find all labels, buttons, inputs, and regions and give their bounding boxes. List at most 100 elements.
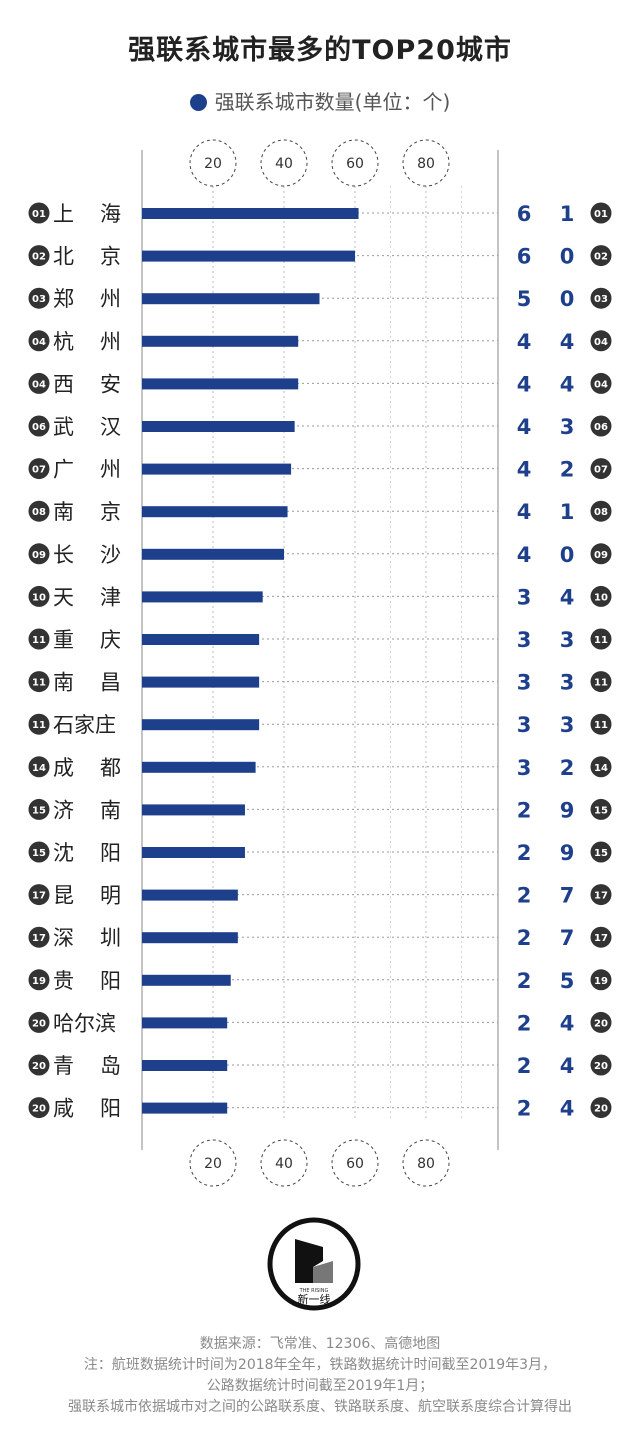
bar-长沙	[142, 548, 284, 560]
note-line-3: 强联系城市依据城市对之间的公路联系度、铁路联系度、航空联系度综合计算得出	[68, 1399, 572, 1415]
tick-label: 20	[204, 156, 222, 172]
value-digit-tens: 4	[517, 458, 532, 482]
city-label: 天津	[53, 585, 121, 609]
rank-badge-left	[28, 841, 50, 863]
rank-label-left: 06	[32, 422, 46, 433]
rank-label-left: 03	[32, 294, 46, 305]
rank-badge-left	[28, 585, 50, 607]
rank-badge-right	[590, 628, 612, 650]
rank-badge-left	[28, 330, 50, 352]
rank-label-right: 04	[594, 379, 608, 390]
rank-badge-left	[28, 245, 50, 267]
rank-badge-right	[590, 245, 612, 267]
rank-badge-left	[28, 1011, 50, 1033]
legend-label: 强联系城市数量(单位：个)	[214, 90, 451, 114]
bar-南京	[142, 506, 288, 518]
rank-label-left: 04	[32, 379, 46, 390]
rank-label-left: 20	[32, 1104, 46, 1115]
rank-label-right: 20	[594, 1018, 608, 1029]
city-label: 杭州	[53, 330, 121, 354]
bar-重庆	[142, 634, 260, 645]
value-digit-tens: 3	[517, 713, 532, 737]
rank-label-right: 15	[594, 848, 608, 859]
city-label: 昆明	[53, 884, 121, 908]
legend-swatch	[189, 94, 207, 111]
source-note: 数据来源：飞常准、12306、高德地图	[199, 1336, 441, 1352]
logo-caption: 新一线	[298, 1292, 331, 1306]
rank-badge-right	[590, 713, 612, 735]
rank-label-right: 17	[594, 891, 608, 902]
tick-circle	[331, 1139, 379, 1187]
rank-badge-left	[28, 287, 50, 309]
tick-circle	[331, 139, 379, 187]
rank-label-left: 15	[32, 805, 46, 816]
value-digit-tens: 3	[517, 585, 532, 609]
chart-title: 强联系城市最多的TOP20城市	[128, 35, 512, 66]
bar-沈阳	[142, 847, 245, 858]
city-label: 南京	[53, 500, 121, 524]
bar-南昌	[142, 676, 260, 688]
value-digit-ones: 7	[560, 926, 575, 950]
value-digit-ones: 9	[560, 841, 575, 865]
rank-label-right: 17	[594, 933, 608, 944]
value-digit-tens: 3	[517, 628, 532, 652]
value-digit-tens: 4	[517, 372, 532, 396]
bar-西安	[142, 378, 299, 390]
value-digit-tens: 2	[517, 969, 532, 993]
value-digit-tens: 3	[517, 671, 532, 695]
rank-badge-right	[590, 1011, 612, 1033]
note-line-2: 公路数据统计时间截至2019年1月；	[206, 1378, 434, 1394]
value-digit-ones: 5	[560, 969, 575, 993]
rank-badge-right	[590, 969, 612, 991]
rank-badge-left	[28, 969, 50, 991]
rank-badge-right	[590, 458, 612, 480]
city-label: 成都	[53, 756, 121, 780]
rank-badge-left	[28, 372, 50, 394]
rank-badge-right	[590, 926, 612, 948]
rank-badge-right	[590, 287, 612, 309]
rank-label-right: 06	[594, 422, 608, 433]
rank-label-left: 20	[32, 1061, 46, 1072]
bar-深圳	[142, 932, 238, 944]
rank-badge-right	[590, 756, 612, 778]
value-digit-tens: 6	[517, 202, 532, 226]
value-digit-ones: 2	[560, 756, 575, 780]
rank-badge-right	[590, 543, 612, 565]
city-label: 重庆	[53, 628, 121, 652]
tick-label: 60	[346, 156, 364, 172]
value-digit-ones: 9	[560, 798, 575, 822]
city-label: 咸阳	[53, 1097, 121, 1121]
bar-贵阳	[142, 974, 231, 986]
rank-label-right: 20	[594, 1104, 608, 1115]
tick-label: 20	[204, 1156, 222, 1172]
rank-badge-left	[28, 415, 50, 437]
city-label: 青岛	[53, 1054, 121, 1078]
tick-circle	[402, 1139, 450, 1187]
bar-北京	[142, 250, 355, 262]
city-label: 哈尔滨	[53, 1011, 116, 1035]
city-label: 贵阳	[53, 969, 121, 993]
rank-badge-left	[28, 884, 50, 906]
bar-天津	[142, 591, 263, 603]
rank-label-left: 07	[32, 465, 46, 476]
value-digit-tens: 2	[517, 884, 532, 908]
rank-badge-right	[590, 415, 612, 437]
value-digit-ones: 3	[560, 671, 575, 695]
rank-label-right: 08	[594, 507, 608, 518]
value-digit-ones: 0	[560, 287, 575, 311]
rank-label-left: 11	[32, 678, 46, 689]
rank-label-right: 20	[594, 1061, 608, 1072]
rank-badge-right	[590, 202, 612, 224]
bar-咸阳	[142, 1102, 228, 1114]
bar-昆明	[142, 889, 238, 901]
bar-青岛	[142, 1060, 228, 1071]
value-digit-tens: 3	[517, 756, 532, 780]
rank-badge-left	[28, 543, 50, 565]
tick-circle	[260, 139, 308, 187]
rank-label-left: 11	[32, 720, 46, 731]
value-digit-ones: 4	[560, 1011, 575, 1035]
city-label: 石家庄	[53, 713, 116, 737]
rank-label-left: 10	[32, 592, 46, 603]
bar-成都	[142, 761, 256, 773]
rank-label-left: 15	[32, 848, 46, 859]
